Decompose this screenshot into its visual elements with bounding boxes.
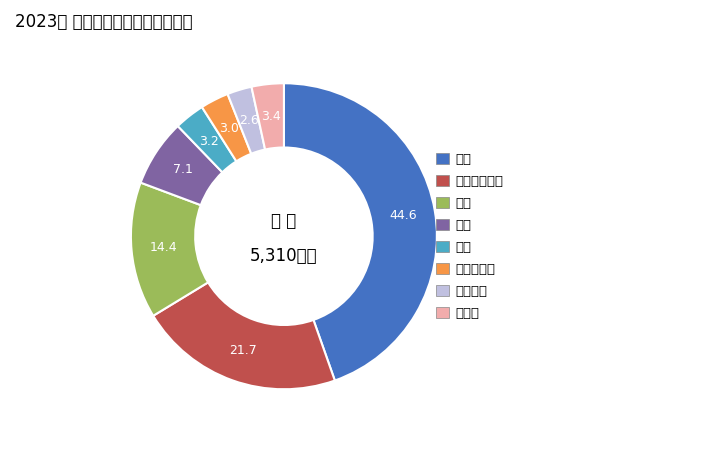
Wedge shape (284, 83, 437, 381)
Wedge shape (251, 83, 284, 149)
Text: 3.2: 3.2 (199, 135, 219, 148)
Legend: 米国, インドネシア, 台湾, 韓国, タイ, マレーシア, ベトナム, その他: 米国, インドネシア, 台湾, 韓国, タイ, マレーシア, ベトナム, その他 (436, 153, 504, 320)
Text: 3.4: 3.4 (261, 109, 281, 122)
Wedge shape (202, 94, 251, 161)
Text: 2023年 輸出相手国のシェア（％）: 2023年 輸出相手国のシェア（％） (15, 14, 192, 32)
Text: 14.4: 14.4 (150, 241, 178, 254)
Text: 2.6: 2.6 (239, 114, 258, 127)
Text: 44.6: 44.6 (389, 209, 417, 222)
Text: 3.0: 3.0 (219, 122, 239, 135)
Wedge shape (153, 283, 335, 389)
Text: 21.7: 21.7 (229, 344, 257, 356)
Text: 総 額: 総 額 (272, 212, 296, 230)
Text: 7.1: 7.1 (173, 163, 193, 176)
Text: 5,310万円: 5,310万円 (250, 247, 317, 265)
Wedge shape (131, 183, 208, 316)
Wedge shape (228, 87, 265, 154)
Wedge shape (141, 126, 222, 205)
Wedge shape (178, 107, 237, 172)
